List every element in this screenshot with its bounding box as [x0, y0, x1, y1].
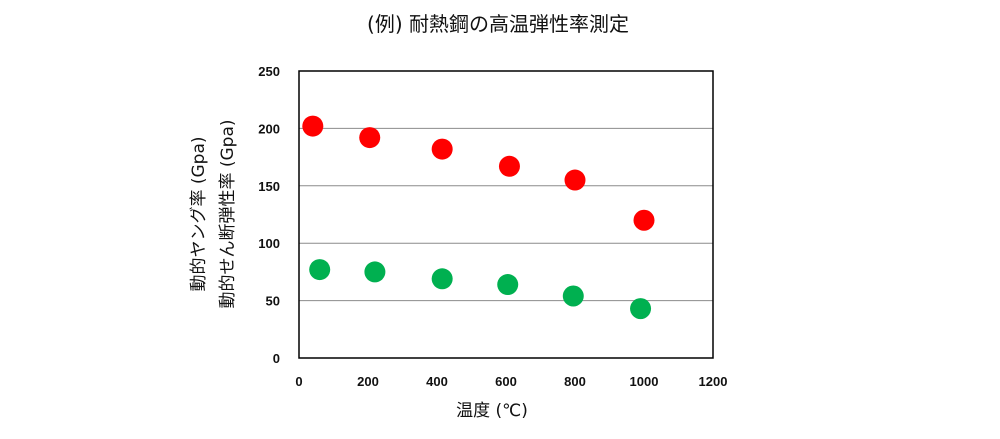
- y-axis-label: 動的ヤング率 (Gpa) 動的せん断弾性率 (Gpa): [189, 119, 238, 308]
- y-axis-label-line-2: 動的せん断弾性率 (Gpa): [218, 119, 238, 308]
- y-tick-label: 200: [258, 121, 280, 136]
- x-tick-label: 200: [357, 374, 379, 389]
- x-tick-label: 1000: [630, 374, 659, 389]
- series-2-point: [497, 274, 519, 296]
- series-1-point: [431, 138, 453, 160]
- y-tick-labels: 0 50 100 150 200 250: [258, 64, 280, 366]
- x-axis-label: 温度 (℃): [456, 401, 528, 421]
- series-1-point: [633, 209, 655, 231]
- x-tick-label: 400: [426, 374, 448, 389]
- series-2-point: [630, 298, 652, 320]
- x-tick-label: 0: [295, 374, 302, 389]
- y-axis-label-line-1: 動的ヤング率 (Gpa): [189, 136, 209, 291]
- series-2-point: [562, 285, 584, 307]
- series-1-point: [564, 169, 586, 191]
- x-tick-label: 800: [564, 374, 586, 389]
- y-tick-label: 250: [258, 64, 280, 79]
- plot-frame: [298, 70, 714, 359]
- series-1-point: [302, 115, 324, 137]
- x-tick-label: 600: [495, 374, 517, 389]
- series-1-point: [498, 155, 520, 177]
- x-tick-labels: 0 200 400 600 800 1000 1200: [295, 374, 727, 389]
- data-points: [302, 115, 655, 320]
- y-tick-label: 50: [266, 294, 280, 309]
- series-2-point: [309, 259, 331, 281]
- y-tick-label: 100: [258, 236, 280, 251]
- series-2-point: [364, 261, 386, 283]
- series-1-point: [359, 127, 381, 149]
- chart-title: (例) 耐熱鋼の高温弾性率測定: [367, 12, 629, 36]
- series-2-point: [431, 268, 453, 290]
- y-tick-label: 150: [258, 179, 280, 194]
- x-tick-label: 1200: [699, 374, 728, 389]
- y-tick-label: 0: [273, 351, 280, 366]
